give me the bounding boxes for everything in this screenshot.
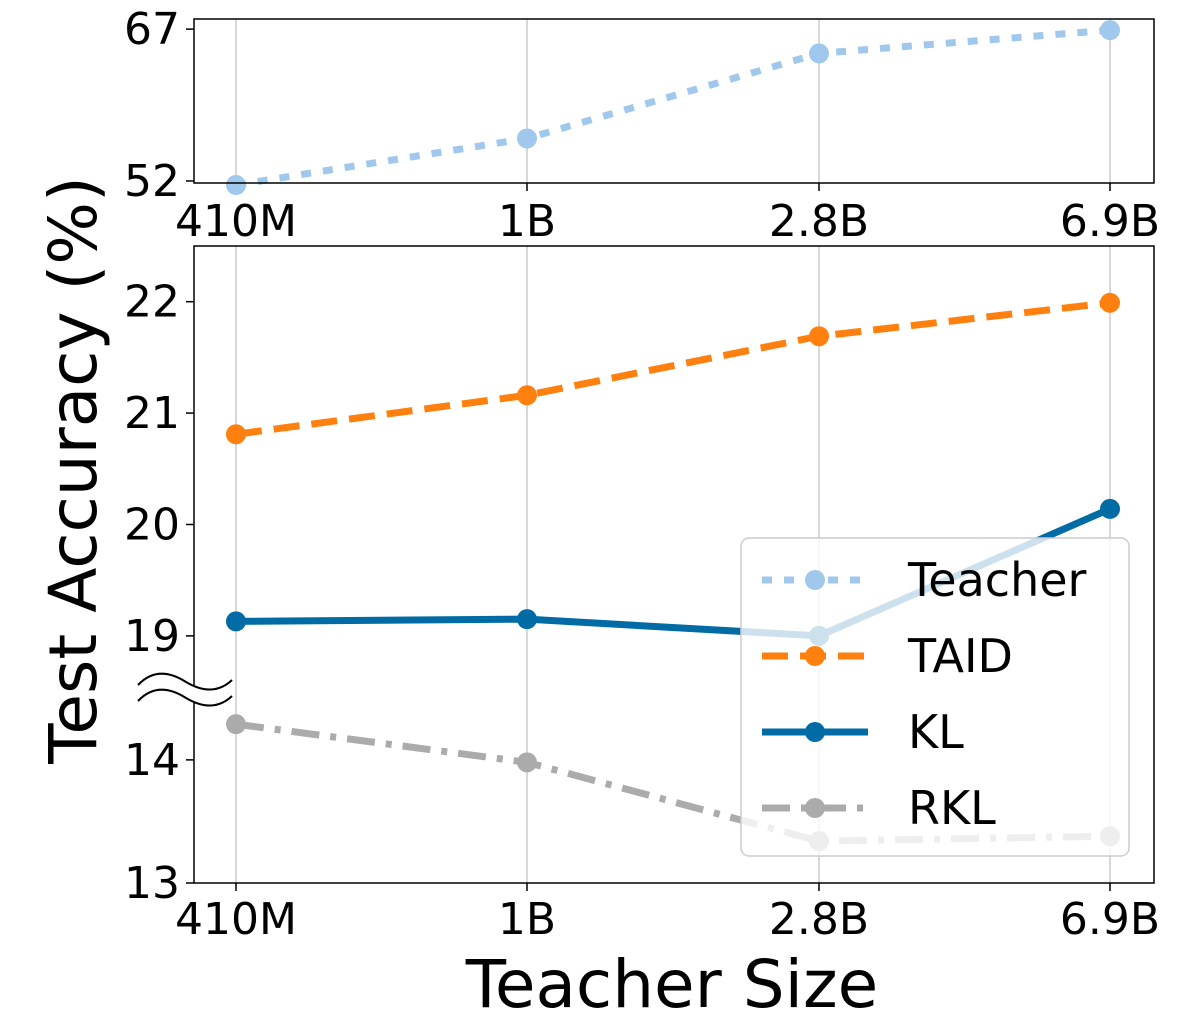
y-tick-label-bottom-21: 21 — [124, 388, 180, 439]
x-tick-label-bottom-410M: 410M — [175, 894, 297, 945]
y-tick-label-bottom-20: 20 — [124, 499, 180, 550]
point-teacher-2.8B — [809, 43, 829, 64]
point-rkl-410M — [226, 714, 246, 735]
y-tick-label-bottom-22: 22 — [124, 277, 180, 328]
point-teacher-410M — [226, 175, 246, 195]
legend-label-taid: TAID — [907, 629, 1013, 683]
x-tick-label-top-6.9B: 6.9B — [1060, 196, 1160, 247]
y-axis-label: Test Accuracy (%) — [35, 176, 112, 764]
x-tick-label-top-410M: 410M — [175, 196, 297, 247]
legend: Teacher TAID KL RKL — [740, 537, 1130, 857]
y-tick-label-bottom-14: 14 — [124, 735, 180, 786]
x-tick-label-top-1B: 1B — [498, 196, 556, 247]
legend-marker-taid — [805, 646, 825, 666]
legend-marker-teacher — [805, 570, 825, 590]
series-line-taid — [235, 299, 1111, 438]
point-rkl-1B — [517, 752, 537, 773]
axis-break-marker — [137, 672, 233, 707]
point-taid-2.8B — [809, 326, 829, 347]
top-panel-frame — [193, 18, 1155, 184]
top-panel: 410M 1B 2.8B 6.9B 52 67 — [124, 4, 1160, 247]
top-series-group — [226, 20, 1120, 195]
axis-break-fill — [138, 673, 232, 706]
legend-label-rkl: RKL — [908, 781, 996, 835]
point-kl-410M — [226, 611, 246, 632]
x-tick-label-bottom-1B: 1B — [498, 894, 556, 945]
y-tick-label-top-67: 67 — [124, 4, 180, 55]
point-teacher-1B — [517, 128, 537, 149]
point-teacher-6.9B — [1100, 20, 1120, 41]
point-kl-1B — [517, 609, 537, 630]
x-tick-label-bottom-6.9B: 6.9B — [1060, 894, 1160, 945]
point-taid-1B — [517, 385, 537, 406]
axis-break-line-upper — [137, 672, 233, 691]
series-line-teacher — [235, 26, 1111, 189]
bottom-panel-frame — [193, 245, 1155, 884]
legend-label-teacher: Teacher — [907, 553, 1087, 607]
legend-box — [740, 537, 1130, 857]
legend-marker-rkl — [805, 798, 825, 818]
x-axis-label: Teacher Size — [465, 946, 878, 1023]
y-tick-label-bottom-19: 19 — [124, 611, 180, 662]
x-tick-label-top-2.8B: 2.8B — [769, 196, 869, 247]
point-taid-6.9B — [1100, 292, 1120, 313]
point-taid-410M — [226, 424, 246, 445]
legend-label-kl: KL — [908, 705, 964, 759]
axis-break-line-lower — [137, 688, 233, 707]
legend-marker-kl — [805, 722, 825, 742]
point-kl-6.9B — [1100, 498, 1120, 519]
x-tick-label-bottom-2.8B: 2.8B — [769, 894, 869, 945]
y-tick-label-top-52: 52 — [124, 156, 180, 207]
y-tick-label-bottom-13: 13 — [124, 858, 180, 909]
